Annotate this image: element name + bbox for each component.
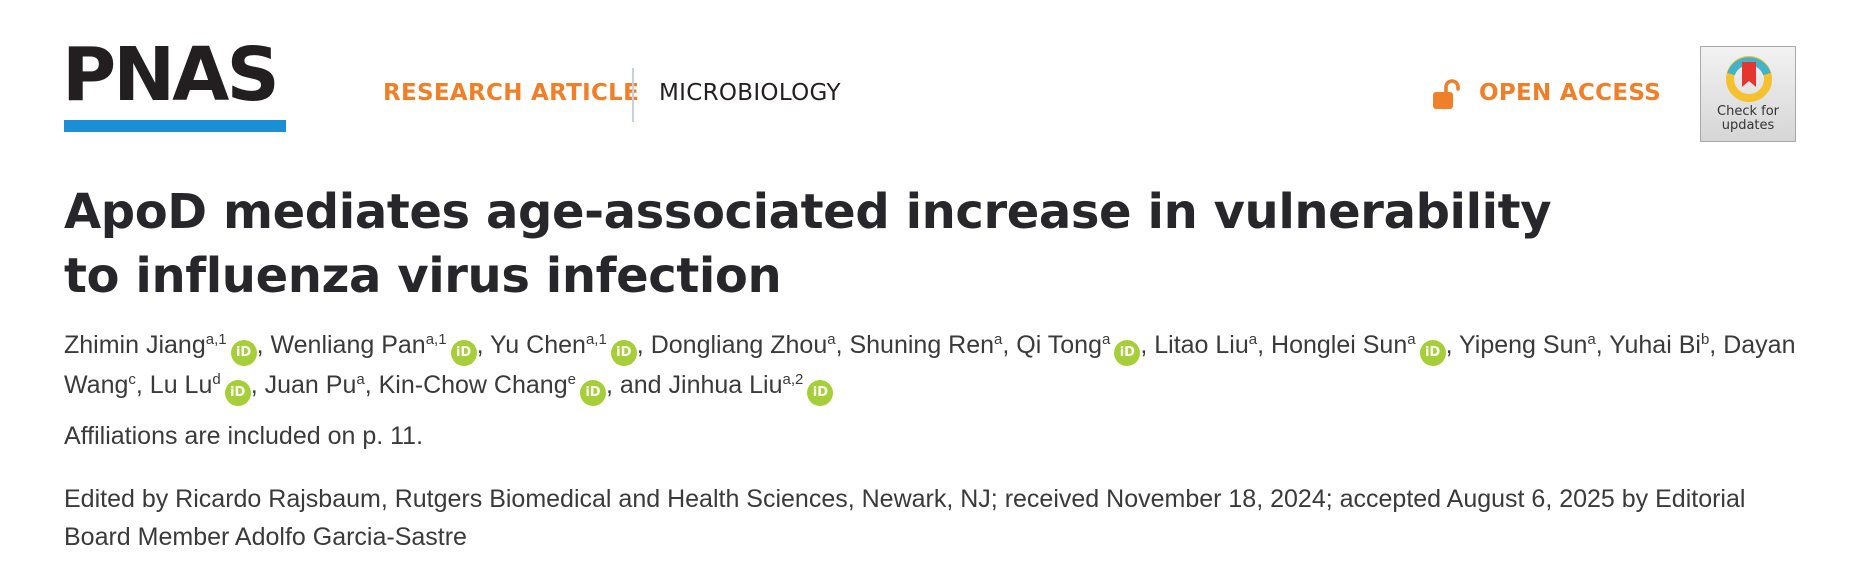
article-header: PNAS RESEARCH ARTICLE MICROBIOLOGY OPEN … xyxy=(0,0,1856,150)
orcid-icon[interactable]: iD xyxy=(610,340,637,366)
orcid-icon[interactable]: iD xyxy=(1419,340,1446,366)
author-affiliation-marker[interactable]: d xyxy=(212,371,221,388)
author-name-link[interactable]: Lu Lu xyxy=(149,371,213,399)
author-name-link[interactable]: Qi Tong xyxy=(1016,331,1102,359)
author-name-link[interactable]: Dayan Wang xyxy=(64,331,1796,399)
orcid-icon[interactable]: iD xyxy=(1114,340,1141,366)
open-access-label: OPEN ACCESS xyxy=(1479,80,1662,106)
author-list: Zhimin Jianga,1iD, Wenliang Pana,1iD, Yu… xyxy=(64,326,1804,406)
author-separator: , xyxy=(250,371,265,399)
pnas-logo[interactable]: PNAS xyxy=(62,38,286,136)
author-affiliation-marker[interactable]: a xyxy=(827,331,836,348)
subject-label[interactable]: MICROBIOLOGY xyxy=(659,80,841,106)
check-for-updates-label: Check for updates xyxy=(1701,105,1795,133)
author-separator: , xyxy=(1595,331,1610,359)
author-affiliation-marker[interactable]: a xyxy=(1587,331,1596,348)
author-separator: , xyxy=(1002,331,1017,359)
author-affiliation-marker[interactable]: e xyxy=(567,371,576,388)
author-separator: , and xyxy=(605,371,669,399)
author-separator: , xyxy=(1140,331,1155,359)
author-name-link[interactable]: Dongliang Zhou xyxy=(650,331,828,359)
author-affiliation-marker[interactable]: a,2 xyxy=(782,371,804,388)
author-name-link[interactable]: Shuning Ren xyxy=(849,331,995,359)
author-name-link[interactable]: Honglei Sun xyxy=(1271,331,1408,359)
author-name-link[interactable]: Yuhai Bi xyxy=(1609,331,1701,359)
check-for-updates-button[interactable]: Check for updates xyxy=(1700,46,1796,142)
author-name-link[interactable]: Wenliang Pan xyxy=(270,331,426,359)
author-separator: , xyxy=(1257,331,1272,359)
author-separator: , xyxy=(476,331,491,359)
author-separator: , xyxy=(364,371,379,399)
crossmark-icon xyxy=(1726,56,1772,102)
author-name-link[interactable]: Zhimin Jiang xyxy=(64,331,206,359)
author-separator: , xyxy=(835,331,850,359)
article-type-label[interactable]: RESEARCH ARTICLE xyxy=(383,80,640,106)
author-affiliation-marker[interactable]: a,1 xyxy=(585,331,607,348)
author-affiliation-marker[interactable]: a xyxy=(356,371,365,388)
author-separator: , xyxy=(135,371,150,399)
author-affiliation-marker[interactable]: a,1 xyxy=(205,331,227,348)
author-separator: , xyxy=(636,331,651,359)
author-affiliation-marker[interactable]: c xyxy=(128,371,136,388)
orcid-icon[interactable]: iD xyxy=(450,340,477,366)
open-lock-icon xyxy=(1433,79,1460,109)
author-name-link[interactable]: Juan Pu xyxy=(264,371,357,399)
author-name-link[interactable]: Yipeng Sun xyxy=(1459,331,1588,359)
author-affiliation-marker[interactable]: b xyxy=(1700,331,1710,348)
author-separator: , xyxy=(256,331,271,359)
editor-received-accepted-note: Edited by Ricardo Rajsbaum, Rutgers Biom… xyxy=(64,485,1746,551)
pnas-logo-text: PNAS xyxy=(62,32,280,118)
article-title-line1: ApoD mediates age-associated increase in… xyxy=(64,184,1552,240)
check-updates-line2: updates xyxy=(1721,118,1775,133)
author-separator: , xyxy=(1709,331,1724,359)
author-affiliation-marker[interactable]: a xyxy=(1248,331,1258,348)
pnas-logo-bar xyxy=(64,120,286,132)
orcid-icon[interactable]: iD xyxy=(807,380,834,406)
author-affiliation-marker[interactable]: a xyxy=(1102,331,1111,348)
affiliations-note: Affiliations are included on p. 11. xyxy=(64,422,424,450)
check-updates-line1: Check for xyxy=(1717,104,1779,119)
orcid-icon[interactable]: iD xyxy=(230,340,257,366)
header-divider xyxy=(632,68,634,122)
author-name-link[interactable]: Litao Liu xyxy=(1154,331,1249,359)
author-affiliation-marker[interactable]: a,1 xyxy=(425,331,447,348)
author-name-link[interactable]: Yu Chen xyxy=(490,331,586,359)
orcid-icon[interactable]: iD xyxy=(579,380,606,406)
author-name-link[interactable]: Jinhua Liu xyxy=(668,371,783,399)
author-name-link[interactable]: Kin-Chow Chang xyxy=(378,371,568,399)
article-title: ApoD mediates age-associated increase in… xyxy=(64,180,1664,308)
author-affiliation-marker[interactable]: a xyxy=(994,331,1003,348)
author-affiliation-marker[interactable]: a xyxy=(1407,331,1416,348)
orcid-icon[interactable]: iD xyxy=(224,380,251,406)
author-separator: , xyxy=(1445,331,1460,359)
article-title-line2: to influenza virus infection xyxy=(64,248,782,304)
